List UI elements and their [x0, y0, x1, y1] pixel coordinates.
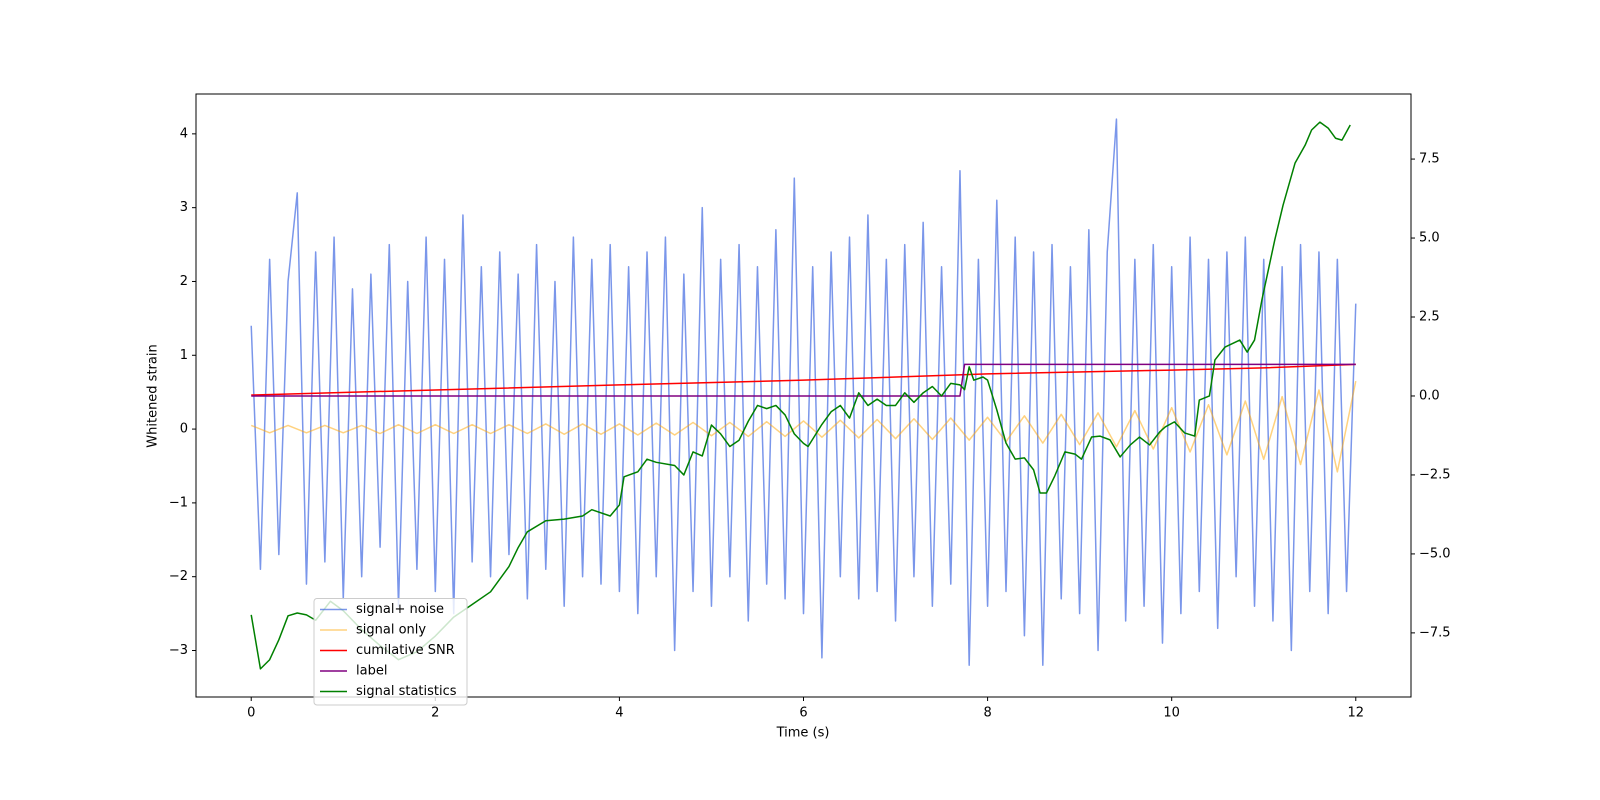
x-tick-label: 10	[1163, 706, 1180, 721]
y-tick-label: 0	[180, 422, 188, 437]
legend-label: signal only	[356, 623, 426, 638]
y-tick-label: −2	[169, 569, 188, 584]
legend-label: cumilative SNR	[356, 643, 455, 658]
series-line	[251, 363, 1356, 397]
x-tick-label: 2	[431, 706, 439, 721]
y-tick-label: 4	[180, 126, 188, 141]
y2-tick-label: −5.0	[1419, 546, 1451, 561]
y-tick-label: −3	[169, 643, 188, 658]
legend-box	[313, 598, 468, 706]
y-tick-label: 3	[180, 200, 188, 215]
legend-label: signal statistics	[356, 684, 457, 699]
plot-area	[250, 118, 1357, 670]
y2-tick-label: −2.5	[1419, 467, 1451, 482]
x-tick-label: 8	[983, 706, 991, 721]
y2-tick-label: 5.0	[1419, 231, 1440, 246]
y-tick-label: 2	[180, 274, 188, 289]
y-axis-label: Whitened strain	[146, 344, 161, 447]
y2-tick-label: 2.5	[1419, 310, 1440, 325]
y-tick-label: 1	[180, 348, 188, 363]
y-tick-label: −1	[169, 495, 188, 510]
x-tick-label: 12	[1347, 706, 1364, 721]
series-line	[251, 363, 1356, 396]
series-line	[250, 118, 1357, 667]
x-tick-label: 0	[247, 706, 255, 721]
x-axis-label: Time (s)	[776, 726, 830, 741]
y2-tick-label: 7.5	[1419, 152, 1440, 167]
legend-label: label	[356, 664, 387, 679]
y2-tick-label: 0.0	[1419, 388, 1440, 403]
series-line	[250, 380, 1357, 473]
x-tick-label: 4	[615, 706, 623, 721]
legend-label: signal+ noise	[356, 602, 444, 617]
x-tick-label: 6	[799, 706, 807, 721]
y2-tick-label: −7.5	[1419, 625, 1451, 640]
series-line	[250, 121, 1351, 670]
